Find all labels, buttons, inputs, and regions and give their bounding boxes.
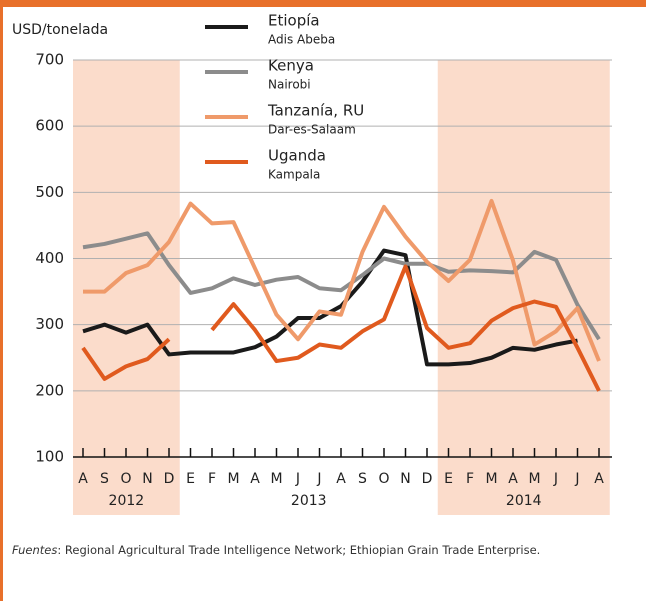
year-band <box>437 60 610 515</box>
x-tick-label: E <box>444 471 453 487</box>
series-line <box>81 264 601 392</box>
x-tick-label: O <box>378 471 389 487</box>
x-tick-label: M <box>485 471 497 487</box>
source-text: : Regional Agricultural Trade Intelligen… <box>57 543 541 557</box>
x-tick-label: S <box>358 471 367 487</box>
x-tick-label: N <box>142 471 152 487</box>
legend-city: Kampala <box>268 168 320 182</box>
x-tick-label: E <box>186 471 195 487</box>
year-label: 2012 <box>109 493 145 509</box>
x-tick-label: J <box>574 471 579 487</box>
series-line <box>82 231 601 341</box>
y-tick-label: 400 <box>35 249 64 267</box>
x-tick-label: M <box>227 471 239 487</box>
year-label: 2013 <box>291 493 327 509</box>
background <box>73 60 610 515</box>
legend-city: Dar-es-Salaam <box>268 123 356 137</box>
year-band <box>73 60 180 515</box>
legend-label: Tanzanía, RU <box>267 102 364 120</box>
x-tick-label: J <box>553 471 558 487</box>
x-tick-label: F <box>208 471 216 487</box>
y-tick-label: 500 <box>35 183 64 201</box>
x-tick-label: F <box>466 471 474 487</box>
x-tick-label: S <box>100 471 109 487</box>
y-tick-label: 700 <box>35 51 64 69</box>
legend-label: Kenya <box>268 57 314 75</box>
y-tick-label: 100 <box>35 448 64 466</box>
left-border <box>0 0 3 601</box>
legend-city: Adis Abeba <box>268 33 335 47</box>
y-tick-label: 200 <box>35 381 64 399</box>
year-label: 2014 <box>506 493 542 509</box>
y-tick-label: 300 <box>35 315 64 333</box>
legend-city: Nairobi <box>268 78 311 92</box>
x-tick-label: D <box>422 471 433 487</box>
legend-label: Uganda <box>268 147 326 165</box>
series-line <box>83 198 601 362</box>
source-label: Fuentes <box>12 543 58 557</box>
x-tick-label: A <box>594 471 604 487</box>
y-tick-label: 600 <box>35 117 64 135</box>
x-tick-label: N <box>400 471 410 487</box>
y-axis-label: USD/tonelada <box>12 22 108 38</box>
x-tick-label: A <box>250 471 260 487</box>
source: Fuentes: Regional Agricultural Trade Int… <box>12 542 632 559</box>
x-tick-label: M <box>270 471 282 487</box>
x-tick-label: A <box>508 471 518 487</box>
x-tick-label: J <box>316 471 321 487</box>
x-tick-label: O <box>120 471 131 487</box>
x-tick-label: J <box>295 471 300 487</box>
x-tick-label: M <box>528 471 540 487</box>
legend-label: Etiopía <box>268 12 320 30</box>
top-border <box>0 0 646 7</box>
x-tick-label: A <box>78 471 88 487</box>
x-tick-label: D <box>164 471 175 487</box>
x-tick-label: A <box>336 471 346 487</box>
